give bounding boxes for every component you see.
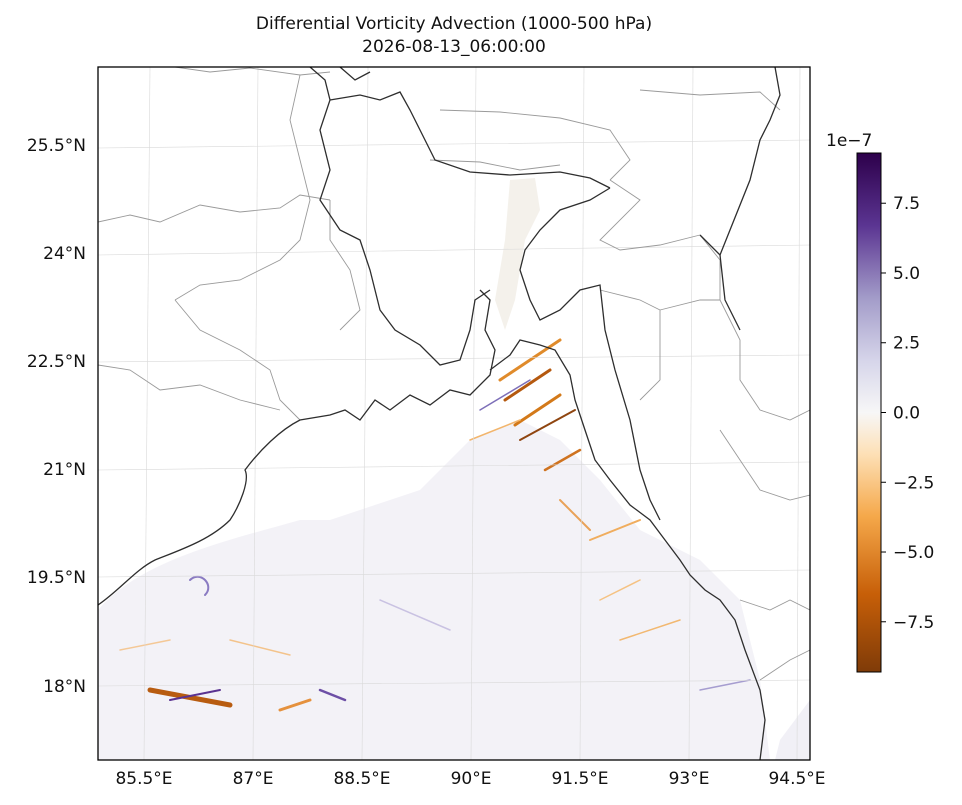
- far-corner-data: [775, 700, 810, 760]
- colorbar-ticks: 7.5 5.0 2.5 0.0 −2.5 −5.0 −7.5: [881, 194, 934, 633]
- lon-label: 90°E: [451, 769, 492, 789]
- lat-label: 24°N: [43, 244, 86, 264]
- lat-label: 22.5°N: [27, 352, 86, 372]
- colorbar-tick-label: −5.0: [893, 543, 934, 563]
- map-timestamp: 2026-08-13_06:00:00: [362, 37, 546, 57]
- map-frame: [97, 66, 811, 761]
- colorbar-gradient: [856, 152, 882, 673]
- colorbar-exponent: 1e−7: [826, 131, 872, 151]
- colorbar-tick-label: −2.5: [893, 473, 934, 493]
- river-data-strip: [495, 178, 540, 330]
- lat-label: 21°N: [43, 460, 86, 480]
- ocean-data-field: [98, 420, 770, 760]
- colorbar: 1e−7 7.5 5.0 2.5 0.0 −2.5 −5.0 −7.5: [826, 131, 934, 673]
- lat-label: 19.5°N: [27, 568, 86, 588]
- lat-label: 18°N: [43, 677, 86, 697]
- coastline-and-borders: [98, 67, 781, 760]
- map-title: Differential Vorticity Advection (1000-5…: [255, 14, 653, 34]
- latitude-labels: 25.5°N 24°N 22.5°N 21°N 19.5°N 18°N: [27, 136, 86, 697]
- lon-label: 88.5°E: [333, 769, 390, 789]
- map-plot-area: [98, 67, 810, 760]
- colorbar-tick-label: 0.0: [893, 404, 920, 424]
- longitude-labels: 85.5°E 87°E 88.5°E 90°E 91.5°E 93°E 94.5…: [115, 769, 825, 789]
- lon-label: 91.5°E: [551, 769, 608, 789]
- colorbar-tick-label: −7.5: [893, 613, 934, 633]
- lon-label: 93°E: [669, 769, 710, 789]
- lon-label: 85.5°E: [115, 769, 172, 789]
- state-boundaries: [98, 67, 810, 681]
- colorbar-tick-label: 7.5: [893, 194, 920, 214]
- colorbar-tick-label: 5.0: [893, 264, 920, 284]
- lon-label: 87°E: [233, 769, 274, 789]
- lon-label: 94.5°E: [768, 769, 825, 789]
- lat-label: 25.5°N: [27, 136, 86, 156]
- anomaly-streaks: [119, 338, 751, 712]
- colorbar-tick-label: 2.5: [893, 334, 920, 354]
- gridlines: [98, 67, 810, 760]
